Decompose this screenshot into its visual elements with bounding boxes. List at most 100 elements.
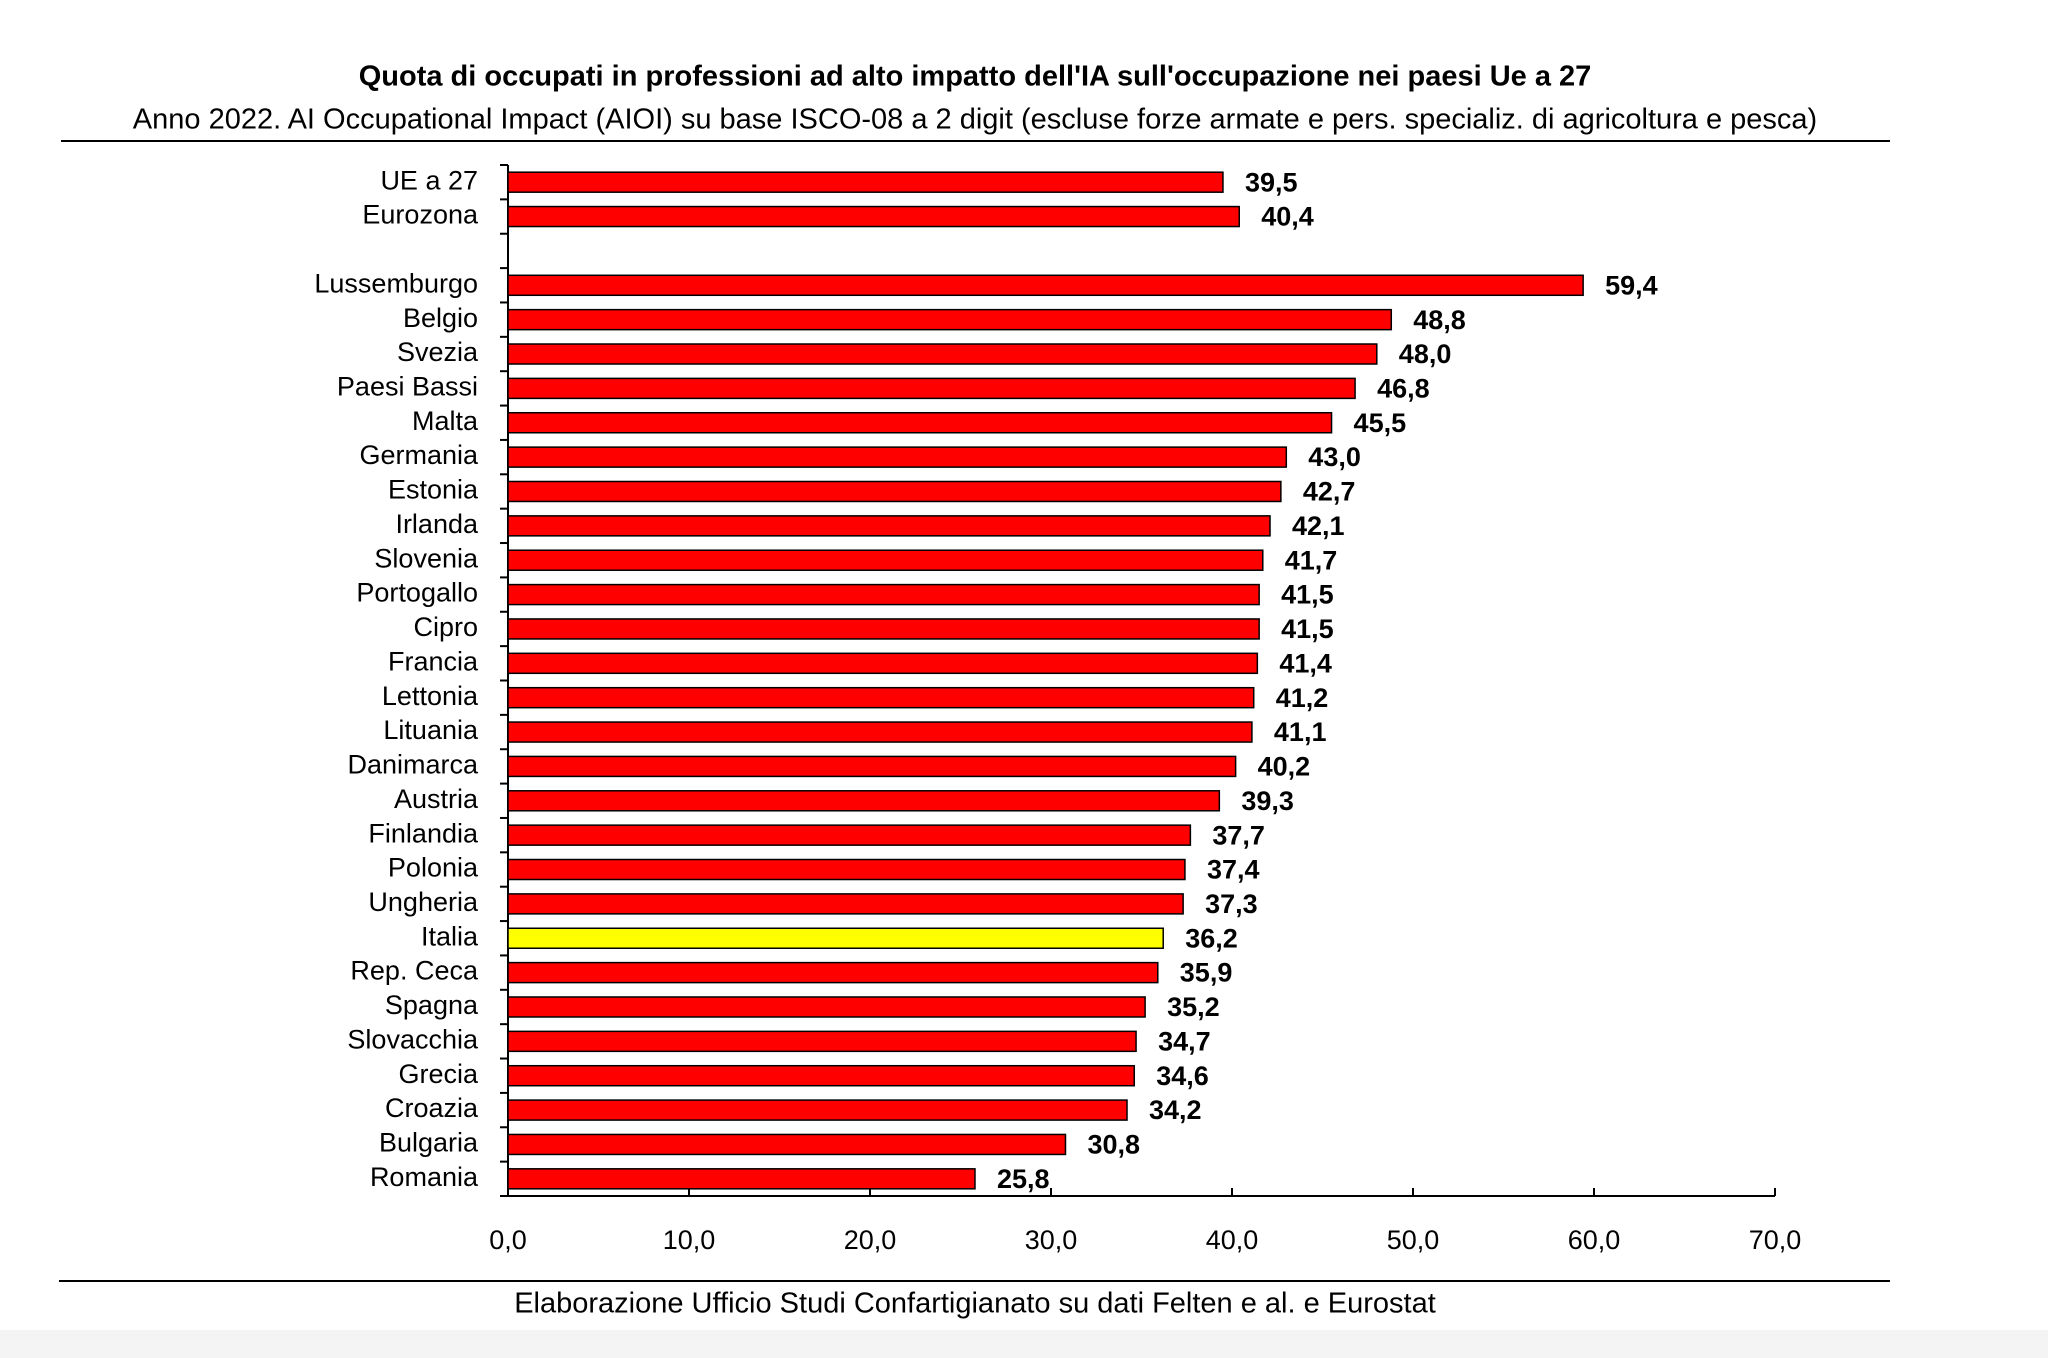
y-tick-label: Bulgaria	[379, 1128, 479, 1158]
y-tick-label: Malta	[412, 406, 479, 436]
bar	[507, 583, 1260, 606]
data-label: 36,2	[1185, 923, 1238, 953]
bar	[507, 618, 1260, 640]
data-label: 59,4	[1605, 270, 1658, 300]
y-tick-label: Italia	[421, 921, 479, 951]
x-tick-label: 60,0	[1568, 1225, 1621, 1255]
bar	[507, 1168, 976, 1190]
data-label: 34,6	[1156, 1061, 1209, 1091]
x-tick-label: 0,0	[489, 1225, 527, 1255]
data-label: 25,8	[997, 1164, 1050, 1194]
data-label: 46,8	[1377, 374, 1430, 404]
bar	[507, 790, 1221, 812]
chart-subtitle: Anno 2022. AI Occupational Impact (AIOI)…	[133, 104, 1817, 136]
bar	[507, 515, 1271, 537]
data-label: 41,4	[1279, 648, 1332, 678]
y-tick-label: Svezia	[397, 337, 479, 367]
bar	[507, 308, 1393, 331]
bar	[507, 205, 1240, 228]
data-label: 39,5	[1245, 167, 1298, 197]
x-tick-label: 70,0	[1749, 1225, 1802, 1255]
y-tick-label: Germania	[359, 440, 479, 470]
data-label: 48,0	[1399, 339, 1452, 369]
bar	[507, 274, 1584, 297]
data-label: 41,2	[1276, 683, 1329, 713]
bar	[507, 480, 1282, 503]
data-label: 42,7	[1303, 477, 1356, 507]
data-label: 43,0	[1308, 442, 1361, 472]
y-tick-label: Romania	[370, 1162, 479, 1192]
y-tick-label: Portogallo	[356, 578, 478, 608]
data-label: 30,8	[1087, 1130, 1140, 1160]
y-tick-label: Estonia	[388, 475, 479, 505]
data-label: 45,5	[1354, 408, 1407, 438]
data-label: 39,3	[1241, 786, 1294, 816]
y-tick-label: Finlandia	[368, 818, 479, 848]
y-tick-label: Ungheria	[368, 887, 479, 917]
data-label: 34,2	[1149, 1095, 1202, 1125]
y-tick-label: Slovenia	[374, 543, 479, 573]
y-tick-label: Eurozona	[362, 200, 479, 230]
bar	[507, 927, 1164, 949]
y-tick-label: Paesi Bassi	[337, 372, 478, 402]
y-tick-label: Lituania	[383, 715, 479, 745]
y-tick-label: Rep. Ceca	[350, 956, 479, 986]
x-tick-label: 40,0	[1206, 1225, 1259, 1255]
bar	[507, 652, 1259, 675]
bar	[507, 343, 1378, 365]
data-label: 35,2	[1167, 992, 1220, 1022]
bar	[507, 858, 1186, 881]
y-tick-label: Croazia	[385, 1093, 479, 1123]
y-tick-label: Slovacchia	[347, 1024, 479, 1054]
x-tick-label: 10,0	[663, 1225, 716, 1255]
bar	[507, 755, 1237, 778]
data-label: 41,5	[1281, 580, 1334, 610]
bar	[507, 1064, 1136, 1087]
bar	[507, 377, 1356, 400]
data-label: 40,2	[1258, 752, 1311, 782]
bar	[507, 549, 1264, 571]
bar	[507, 446, 1288, 468]
data-label: 34,7	[1158, 1026, 1211, 1056]
y-tick-label: Cipro	[413, 612, 478, 642]
y-tick-label: Austria	[394, 784, 479, 814]
bar	[507, 686, 1255, 709]
data-label: 48,8	[1413, 305, 1466, 335]
y-tick-label: UE a 27	[380, 165, 478, 195]
y-tick-label: Irlanda	[395, 509, 479, 539]
y-tick-label: Lussemburgo	[314, 268, 478, 298]
data-label: 42,1	[1292, 511, 1345, 541]
bar	[507, 1099, 1128, 1121]
bar	[507, 824, 1192, 846]
chart-title: Quota di occupati in professioni ad alto…	[359, 61, 1592, 93]
data-label: 41,7	[1285, 545, 1338, 575]
y-tick-label: Polonia	[388, 853, 479, 883]
bar	[507, 721, 1253, 743]
y-tick-label: Lettonia	[382, 681, 479, 711]
x-tick-label: 50,0	[1387, 1225, 1440, 1255]
bar	[507, 893, 1184, 915]
data-label: 37,4	[1207, 855, 1260, 885]
bar	[507, 961, 1159, 984]
y-tick-label: Francia	[388, 646, 479, 676]
source-note: Elaborazione Ufficio Studi Confartigiana…	[514, 1288, 1436, 1320]
y-tick-label: Grecia	[398, 1059, 479, 1089]
bar	[507, 1030, 1137, 1053]
data-label: 35,9	[1180, 958, 1233, 988]
bottom-strip	[0, 1330, 2048, 1358]
y-tick-label: Spagna	[385, 990, 479, 1020]
bar	[507, 412, 1333, 434]
data-label: 40,4	[1261, 202, 1314, 232]
data-label: 37,7	[1212, 820, 1265, 850]
bar	[507, 1133, 1067, 1156]
bar	[507, 171, 1224, 193]
y-tick-label: Danimarca	[347, 750, 479, 780]
bar	[507, 996, 1146, 1018]
x-tick-label: 30,0	[1025, 1225, 1078, 1255]
y-tick-label: Belgio	[403, 303, 478, 333]
data-label: 37,3	[1205, 889, 1258, 919]
data-label: 41,5	[1281, 614, 1334, 644]
data-label: 41,1	[1274, 717, 1327, 747]
